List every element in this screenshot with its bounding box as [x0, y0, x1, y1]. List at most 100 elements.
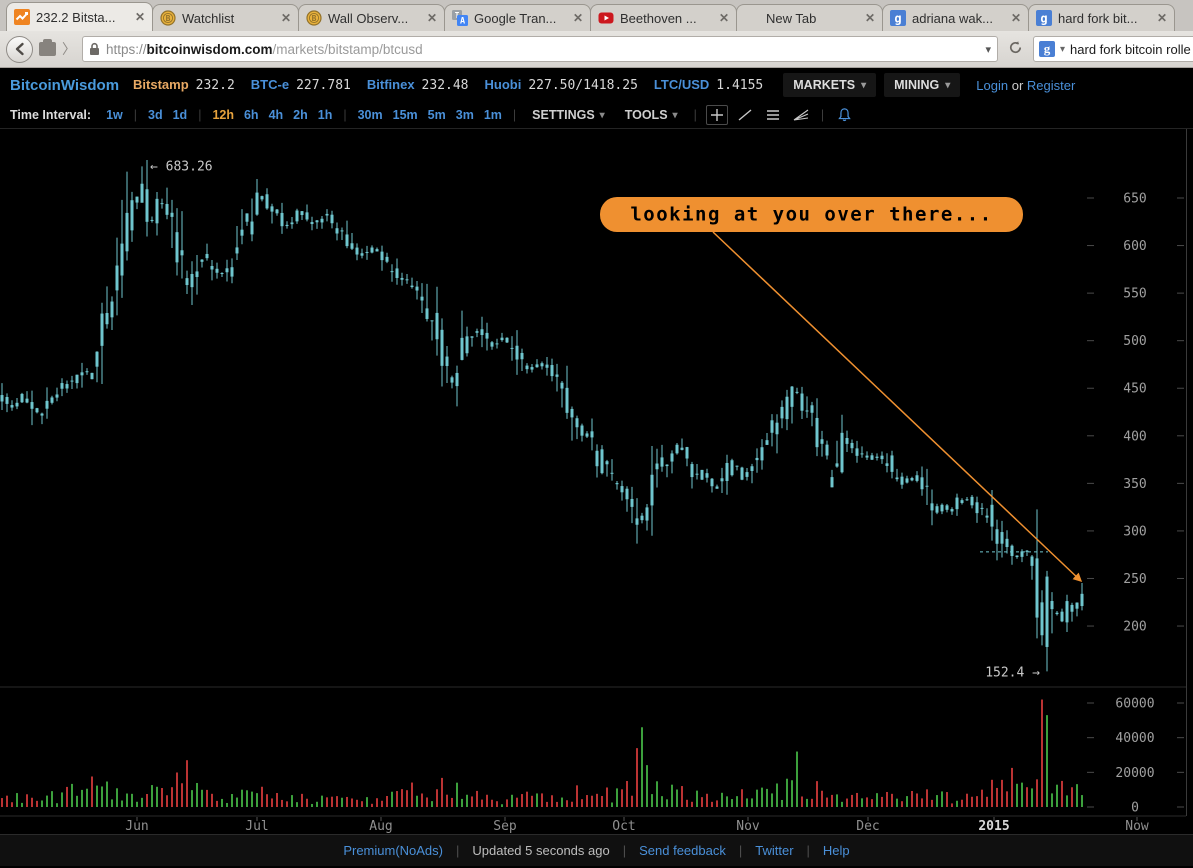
tab-close-icon[interactable]: ✕	[1156, 11, 1167, 25]
ticker-huobi[interactable]: Huobi 227.50/1418.25	[485, 77, 638, 93]
footer-item-twitter[interactable]: Twitter	[755, 843, 794, 858]
svg-text:200: 200	[1123, 620, 1146, 635]
ticker-ltc-usd[interactable]: LTC/USD 1.4155	[654, 77, 763, 93]
bookmarks-icon[interactable]	[39, 39, 56, 56]
interval-1h[interactable]: 1h	[317, 108, 333, 122]
browser-tab-5[interactable]: New Tab ✕	[736, 4, 883, 31]
back-button[interactable]	[6, 35, 33, 63]
ticker-btc-e[interactable]: BTC-e 227.781	[251, 77, 351, 93]
tab-close-icon[interactable]: ✕	[134, 10, 145, 24]
toolbar-separator: |	[133, 108, 137, 122]
svg-text:Aug: Aug	[369, 819, 392, 834]
fan-lines-tool-icon[interactable]	[790, 105, 812, 125]
tab-title: Watchlist	[182, 10, 235, 26]
ticker-value: 227.50/1418.25	[528, 78, 638, 93]
browser-tab-6[interactable]: g adriana wak... ✕	[882, 4, 1029, 31]
tab-close-icon[interactable]: ✕	[1010, 11, 1021, 25]
site-header: BitcoinWisdom Bitstamp 232.2 BTC-e 227.781 B…	[0, 68, 1193, 102]
browser-tab-0[interactable]: 232.2 Bitsta... ✕	[6, 2, 153, 31]
peak-price-label: ← 683.26	[150, 159, 213, 174]
interval-4h[interactable]: 4h	[268, 108, 284, 122]
svg-text:g: g	[894, 12, 901, 26]
ticker-value: 227.781	[296, 78, 351, 93]
svg-text:550: 550	[1123, 287, 1146, 302]
register-link[interactable]: Register	[1026, 77, 1076, 93]
url-dropdown-icon[interactable]: ▾	[985, 43, 991, 56]
reload-icon[interactable]	[1004, 40, 1027, 59]
ticker-bitstamp[interactable]: Bitstamp 232.2	[133, 77, 235, 93]
footer-item-send-feedback[interactable]: Send feedback	[639, 843, 726, 858]
tab-close-icon[interactable]: ✕	[426, 11, 437, 25]
interval-15m[interactable]: 15m	[392, 108, 418, 122]
interval-3d[interactable]: 3d	[148, 108, 163, 122]
ticker-label: LTC/USD	[653, 77, 710, 92]
youtube-icon	[598, 12, 614, 24]
tab-close-icon[interactable]: ✕	[864, 11, 875, 25]
tab-title: hard fork bit...	[1058, 10, 1138, 26]
volume-axis: 60000 40000 20000 0	[1087, 697, 1184, 816]
trendline-tool-icon[interactable]	[734, 105, 756, 125]
svg-text:450: 450	[1123, 382, 1146, 397]
chart-toolbar: Time Interval: 1w | 3d 1d | 12h 6h 4h 2h 1h | 30m 15…	[0, 102, 1193, 129]
tab-title: Wall Observ...	[328, 10, 409, 26]
footer-separator: |	[806, 843, 810, 858]
ticker-bitfinex[interactable]: Bitfinex 232.48	[367, 77, 469, 93]
settings-menu[interactable]: SETTINGS ▾	[532, 108, 605, 122]
tab-close-icon[interactable]: ✕	[718, 11, 729, 25]
brand-logo[interactable]: BitcoinWisdom	[10, 76, 120, 94]
svg-text:Oct: Oct	[612, 819, 635, 834]
tab-close-icon[interactable]: ✕	[572, 11, 583, 25]
browser-tab-1[interactable]: B Watchlist ✕	[152, 4, 299, 31]
svg-text:250: 250	[1123, 572, 1146, 587]
browser-tab-7[interactable]: g hard fork bit... ✕	[1028, 4, 1175, 31]
footer-item-premium-noads-[interactable]: Premium(NoAds)	[343, 843, 443, 858]
toolbar-separator: |	[198, 108, 202, 122]
toolbar-separator: |	[343, 108, 347, 122]
chart-grid	[0, 129, 1187, 817]
annotation-balloon[interactable]	[600, 197, 1023, 232]
markets-menu[interactable]: MARKETS ▾	[783, 73, 877, 97]
price-chart[interactable]: 650 600 550 500 450 400 350 300 250 200 60000 40000…	[0, 129, 1193, 834]
footer-separator: |	[738, 843, 743, 858]
interval-2h[interactable]: 2h	[293, 108, 308, 122]
svg-text:T: T	[455, 11, 460, 20]
settings-label: SETTINGS	[532, 108, 595, 122]
footer-item-help[interactable]: Help	[822, 843, 850, 858]
tab-title: Beethoven ...	[620, 10, 697, 26]
interval-12h[interactable]: 12h	[212, 108, 234, 122]
ticker-value: 1.4155	[716, 78, 764, 93]
interval-6h[interactable]: 6h	[243, 108, 259, 122]
svg-text:350: 350	[1123, 477, 1146, 492]
browser-tab-2[interactable]: B Wall Observ... ✕	[298, 4, 445, 31]
svg-text:Dec: Dec	[856, 819, 879, 834]
tab-title: 232.2 Bitsta...	[36, 9, 116, 25]
mining-menu[interactable]: MINING ▾	[884, 73, 961, 97]
interval-1w[interactable]: 1w	[106, 108, 123, 122]
crosshair-tool-icon[interactable]	[705, 105, 728, 125]
interval-1d[interactable]: 1d	[172, 108, 188, 122]
horizontal-lines-tool-icon[interactable]	[762, 105, 784, 125]
tab-close-icon[interactable]: ✕	[280, 11, 291, 25]
search-engine-dropdown-icon[interactable]: ▾	[1060, 43, 1066, 55]
address-bar[interactable]: https://bitcoinwisdom.com/markets/bitsta…	[82, 36, 998, 62]
interval-1m[interactable]: 1m	[483, 108, 502, 122]
candles	[0, 159, 1084, 672]
interval-3m[interactable]: 3m	[455, 108, 474, 122]
browser-tab-4[interactable]: Beethoven ... ✕	[590, 4, 737, 31]
ticker-label: BTC-e	[250, 77, 290, 92]
browser-nav-bar: 〉 https://bitcoinwisdom.com/markets/bits…	[0, 31, 1193, 68]
tab-title: New Tab	[766, 10, 817, 26]
ticker-value: 232.48	[421, 78, 469, 93]
google-icon: g	[1039, 41, 1055, 57]
browser-tab-3[interactable]: T A Google Tran... ✕	[444, 4, 591, 31]
alert-bell-icon[interactable]	[833, 105, 855, 125]
login-link[interactable]: Login	[976, 77, 1009, 93]
search-input[interactable]: g ▾ hard fork bitcoin rolle	[1033, 36, 1193, 62]
interval-5m[interactable]: 5m	[427, 108, 446, 122]
url-text: https://bitcoinwisdom.com/markets/bitsta…	[106, 42, 423, 57]
interval-30m[interactable]: 30m	[357, 108, 383, 122]
tools-menu[interactable]: TOOLS ▾	[625, 108, 678, 122]
svg-text:40000: 40000	[1115, 731, 1154, 746]
toolbar-separator: |	[820, 108, 825, 122]
svg-text:20000: 20000	[1115, 766, 1154, 781]
